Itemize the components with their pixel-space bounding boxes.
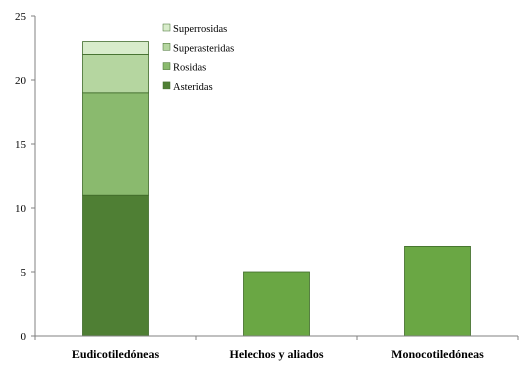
plot-area — [82, 41, 471, 337]
bar-superasteridas-0 — [82, 54, 149, 94]
y-tick-label: 5 — [21, 267, 27, 279]
x-category-label: Eudicotiledóneas — [72, 347, 160, 361]
y-tick-label: 20 — [15, 75, 27, 87]
legend: Superrosidas Superasteridas Rosidas Asterid… — [162, 23, 234, 93]
y-tick-label: 15 — [15, 139, 27, 151]
x-category-label: Helechos y aliados — [229, 347, 323, 361]
legend-label: Rosidas — [173, 63, 206, 74]
x-category-label: Monocotiledóneas — [391, 347, 484, 361]
legend-label: Asteridas — [173, 82, 213, 93]
bar-rosidas-0 — [82, 92, 149, 196]
y-tick-label: 25 — [15, 11, 27, 23]
legend-swatch — [162, 62, 171, 70]
bar-superrosidas-0 — [82, 41, 149, 55]
legend-label: Superasteridas — [173, 43, 234, 54]
legend-swatch — [162, 43, 171, 51]
axes: 0 5 10 15 20 25 Eudicotiledóneas Helechos y ali… — [15, 11, 519, 361]
bar-total-2 — [404, 245, 471, 337]
bar-total-1 — [243, 271, 310, 337]
bar-asteridas-0 — [82, 194, 149, 337]
y-tick-label: 10 — [15, 203, 27, 215]
legend-swatch — [162, 23, 171, 32]
legend-swatch — [162, 81, 171, 90]
legend-label: Superrosidas — [173, 24, 227, 35]
y-tick-label: 0 — [21, 331, 27, 343]
